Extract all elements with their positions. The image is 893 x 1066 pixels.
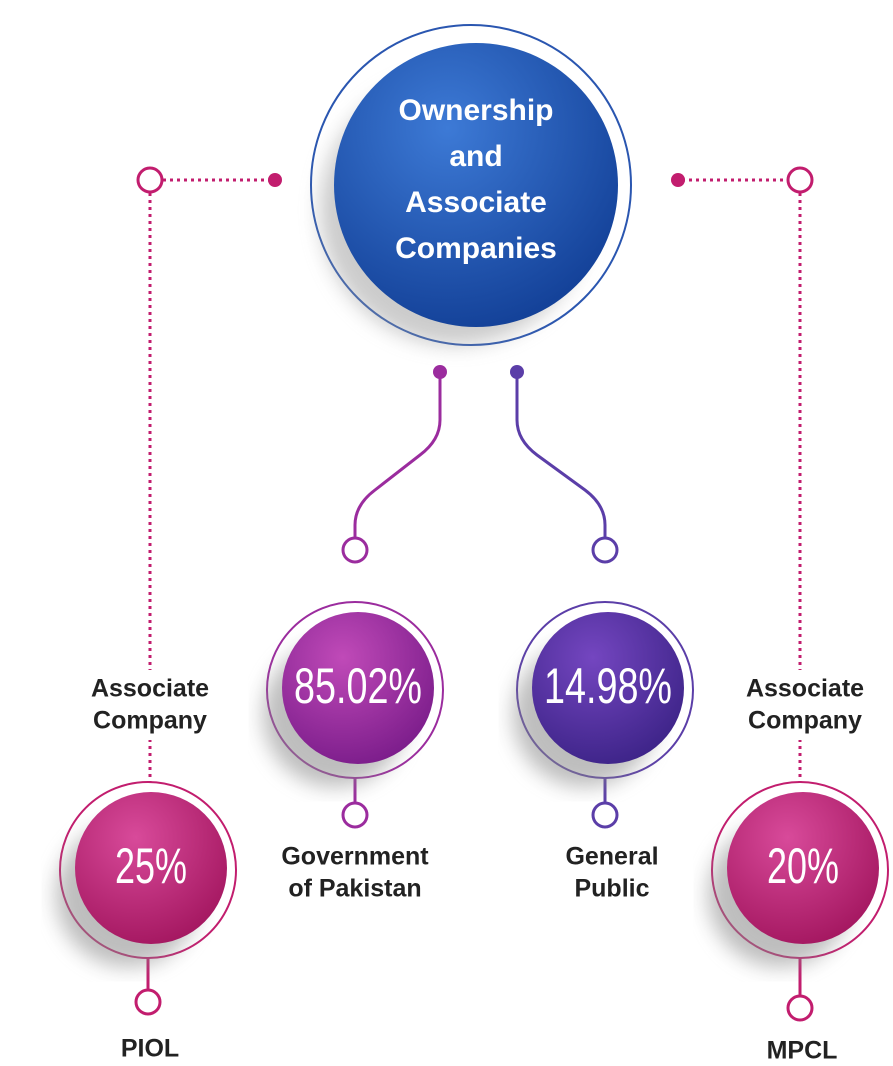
- title-line: Associate: [405, 186, 547, 219]
- tag-bg: [725, 670, 885, 740]
- node: 85.02%: [263, 601, 444, 787]
- tag-text: Company: [93, 707, 207, 735]
- tag-bg: [70, 670, 230, 740]
- title-line: Companies: [395, 232, 557, 265]
- node-value: 85.02%: [294, 658, 422, 714]
- main-node: Ownership and Associate Companies: [310, 24, 632, 346]
- title-line: and: [449, 140, 502, 173]
- node-label: MPCL: [767, 1037, 838, 1065]
- node-label: General: [565, 843, 658, 871]
- node-value: 14.98%: [544, 658, 672, 714]
- node: 25%: [56, 781, 237, 967]
- node: 14.98%: [513, 601, 694, 787]
- connector-dots: [134, 166, 814, 1022]
- title-line: Ownership: [398, 94, 553, 127]
- node-label: of Pakistan: [288, 875, 421, 903]
- node-label: Public: [574, 875, 649, 903]
- tag-text: Company: [748, 707, 862, 735]
- node: 20%: [708, 781, 889, 967]
- node-label: Government: [281, 843, 429, 871]
- tag-text: Associate: [91, 675, 209, 703]
- tag-text: Associate: [746, 675, 864, 703]
- node-label: PIOL: [121, 1035, 179, 1063]
- node-value: 25%: [115, 838, 187, 894]
- node-value: 20%: [767, 838, 839, 894]
